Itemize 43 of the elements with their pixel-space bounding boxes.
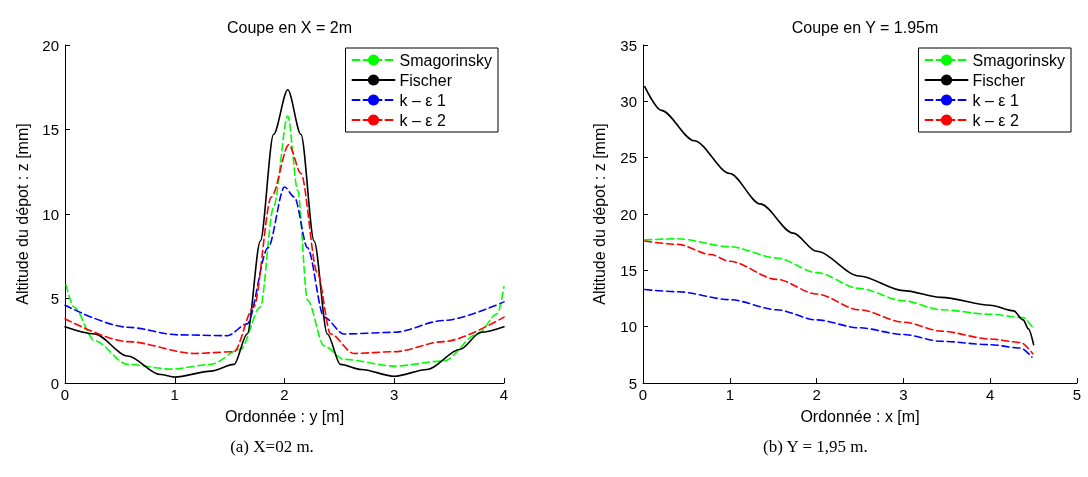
- chart-title: Coupe en X = 2m: [227, 18, 352, 36]
- x-tick-label: 5: [1072, 386, 1082, 403]
- x-tick-label: 2: [280, 386, 289, 403]
- y-tick-label: 15: [42, 121, 59, 138]
- x-tick-label: 3: [390, 386, 399, 403]
- x-tick-label: 1: [170, 386, 179, 403]
- y-tick-label: 5: [50, 290, 59, 307]
- y-tick-label: 35: [620, 36, 637, 54]
- y-axis-title: Altitude du dépot : z [mm]: [590, 123, 608, 305]
- x-tick-label: 4: [986, 386, 995, 403]
- line-series: [643, 288, 1033, 358]
- legend-label: Smagorinsky: [972, 51, 1066, 69]
- y-tick-label: 30: [620, 92, 637, 110]
- legend-label: Smagorinsky: [399, 51, 493, 69]
- line-series: [643, 237, 1035, 330]
- legend-label: Fischer: [972, 71, 1026, 89]
- y-tick-label: 25: [620, 149, 637, 167]
- line-series: [64, 186, 505, 337]
- y-tick-label: 20: [620, 205, 637, 223]
- line-series: [643, 240, 1034, 355]
- x-tick-label: 3: [899, 386, 908, 403]
- x-tick-label: 2: [812, 386, 821, 403]
- y-tick-label: 20: [42, 36, 59, 54]
- text: (a) X=02 m.: [230, 437, 314, 456]
- legend-label: k – ε 1: [399, 91, 446, 109]
- legend-label: k – ε 2: [972, 111, 1019, 129]
- y-tick-label: 15: [620, 261, 637, 279]
- legend-label: k – ε 2: [399, 111, 446, 129]
- x-tick-label: 0: [638, 386, 648, 403]
- chart-title: Coupe en Y = 1.95m: [791, 18, 939, 36]
- x-tick-label: 4: [499, 386, 509, 403]
- y-axis-title: Altitude du dépot : z [mm]: [13, 123, 31, 305]
- x-axis-title: Ordonnée : x [m]: [800, 407, 920, 425]
- line-series: [64, 143, 505, 355]
- legend-label: Fischer: [399, 71, 453, 89]
- y-tick-label: 0: [50, 374, 59, 392]
- x-axis-title: Ordonnée : y [m]: [224, 407, 345, 425]
- text: (b) Y = 1,95 m.: [763, 437, 868, 456]
- x-tick-label: 1: [725, 386, 734, 403]
- y-tick-label: 10: [620, 318, 637, 336]
- y-tick-label: 10: [42, 205, 59, 223]
- y-tick-label: 5: [628, 374, 637, 392]
- legend-label: k – ε 1: [972, 91, 1019, 109]
